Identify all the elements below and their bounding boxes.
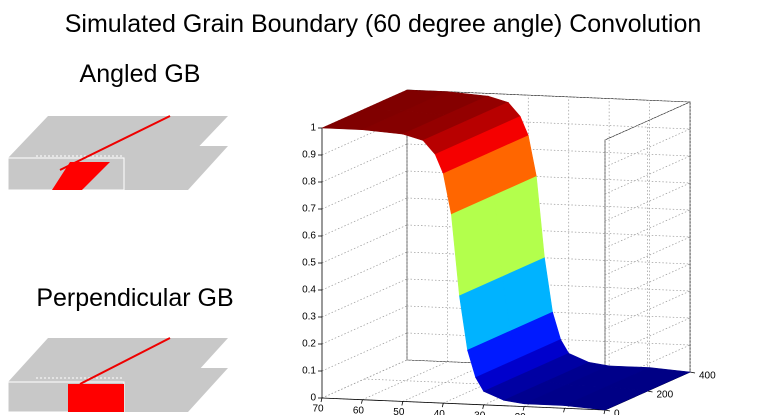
z-tick-label: 0.8 <box>302 177 316 188</box>
tick-mark <box>401 401 404 406</box>
grid-line <box>604 236 691 276</box>
tick-mark <box>522 406 525 411</box>
y-tick-label: 200 <box>657 390 674 401</box>
grid-line <box>604 263 691 303</box>
x-tick-label: 70 <box>312 404 324 415</box>
diagram-label: Perpendicular GB <box>36 284 233 312</box>
z-tick-label: 0.6 <box>302 231 316 242</box>
grid-line <box>321 143 408 183</box>
tick-mark <box>482 404 485 409</box>
x-tick-label: 30 <box>474 410 486 415</box>
x-tick-label: 40 <box>434 409 446 415</box>
tick-mark <box>361 399 363 404</box>
z-tick-label: 0.2 <box>302 339 316 350</box>
x-tick-label: 60 <box>353 405 365 415</box>
z-tick-label: 0.5 <box>302 258 316 269</box>
z-tick-label: 0.3 <box>302 312 316 323</box>
surface-patch <box>563 386 649 411</box>
grid-line <box>321 170 408 210</box>
grid-line <box>362 361 448 401</box>
z-tick-label: 0.9 <box>302 150 316 161</box>
grid-line <box>321 224 408 264</box>
surface-plot: 0 0.1 0.2 0.3 0.4 0.5 0.6 0.7 0.8 0.9 1 70 60 50 40 30 2… <box>302 89 716 420</box>
z-tick-label: 0.7 <box>302 204 316 215</box>
tick-mark <box>563 408 565 413</box>
y-tick-label: 400 <box>699 371 716 382</box>
grid-line <box>321 278 408 318</box>
z-tick-label: 0 <box>310 393 316 404</box>
diagram-label: Angled GB <box>80 60 201 88</box>
y-tick-label: 0 <box>614 409 620 415</box>
grid-line <box>321 305 408 345</box>
tick-mark <box>320 397 323 403</box>
tick-mark <box>647 390 653 393</box>
z-tick-label: 1 <box>310 123 316 134</box>
slide-title: Simulated Grain Boundary (60 degree angl… <box>65 10 702 38</box>
z-tick-label: 0.1 <box>302 366 316 377</box>
grid-line <box>321 251 408 291</box>
perpendicular-gb-diagram <box>7 337 228 413</box>
tick-mark <box>689 371 696 374</box>
z-tick-label: 0.4 <box>302 285 316 296</box>
angled-gb-diagram <box>7 115 228 191</box>
tick-mark <box>441 403 444 408</box>
x-axis <box>321 397 606 411</box>
grid-line <box>604 155 691 195</box>
grid-line <box>321 197 408 237</box>
grid-line <box>604 344 691 384</box>
x-tick-label: 50 <box>393 407 405 415</box>
tick-mark <box>604 409 611 412</box>
tick-mark <box>603 409 606 415</box>
grid-line <box>321 332 408 372</box>
